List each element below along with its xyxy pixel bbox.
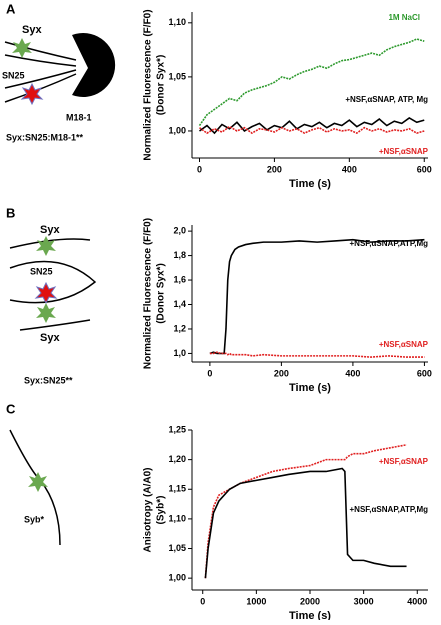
series-label: +NSF,αSNAP xyxy=(379,457,429,466)
schematic-c: C Syb* xyxy=(6,401,61,546)
x-axis-label: Time (s) xyxy=(289,382,331,394)
y-axis-label: Anisotropy (A/A0) xyxy=(143,468,154,553)
x-axis-label: Time (s) xyxy=(289,610,331,620)
schematic-a: A Syx SN25 M18-1 Syx:SN25:M18-1** xyxy=(2,1,116,142)
x-tick-label: 400 xyxy=(342,164,357,174)
y-axis-label: Normalized Fluorescence (F/F0) xyxy=(143,9,154,160)
schematic-b: B Syx SN25 Syx Syx:SN25** xyxy=(6,205,97,385)
label: Syx xyxy=(22,24,42,36)
x-tick-label: 2000 xyxy=(300,596,320,606)
donor-star xyxy=(36,303,56,323)
y-axis-label: (Syb*) xyxy=(156,496,167,525)
donor-star xyxy=(12,38,32,58)
x-tick-label: 400 xyxy=(345,368,360,378)
series-line xyxy=(209,238,425,355)
x-tick-label: 4000 xyxy=(407,596,427,606)
series-line xyxy=(204,444,407,579)
y-tick-label: 1,10 xyxy=(168,513,186,523)
m18-shape xyxy=(72,33,116,97)
y-tick-label: 1,8 xyxy=(173,250,186,260)
x-tick-label: 200 xyxy=(274,368,289,378)
y-tick-label: 2,0 xyxy=(173,225,186,235)
helices xyxy=(4,41,77,103)
series-line xyxy=(198,38,425,127)
y-tick-label: 1,4 xyxy=(173,299,186,309)
donor-star xyxy=(28,472,48,492)
panel-letter: C xyxy=(6,401,16,416)
series-line xyxy=(209,351,425,358)
series-line xyxy=(204,467,407,579)
x-tick-label: 0 xyxy=(207,368,212,378)
y-tick-label: 1,00 xyxy=(168,573,186,583)
series-label: +NSF,αSNAP, ATP, Mg xyxy=(345,95,428,104)
x-tick-label: 3000 xyxy=(354,596,374,606)
x-tick-label: 600 xyxy=(417,368,432,378)
y-axis-label: (Donor Syx*) xyxy=(156,55,167,116)
y-tick-label: 1,0 xyxy=(173,348,186,358)
acceptor-star xyxy=(34,281,58,305)
panel-letter: A xyxy=(6,1,16,16)
y-axis-label: Normalized Fluorescence (F/F0) xyxy=(143,218,154,369)
y-tick-label: 1,20 xyxy=(168,454,186,464)
y-tick-label: 1,05 xyxy=(168,71,186,81)
donor-star xyxy=(36,236,56,256)
label: SN25 xyxy=(2,70,25,80)
x-tick-label: 200 xyxy=(267,164,282,174)
series-label: +NSF,αSNAP,ATP,Mg xyxy=(350,239,429,248)
x-tick-label: 600 xyxy=(417,164,432,174)
label: Syx xyxy=(40,332,60,344)
series-label: +NSF,αSNAP,ATP,Mg xyxy=(350,505,429,514)
x-tick-label: 1000 xyxy=(246,596,266,606)
label: Syb* xyxy=(24,514,45,524)
y-tick-label: 1,6 xyxy=(173,274,186,284)
caption: Syx:SN25:M18-1** xyxy=(6,132,84,142)
y-tick-label: 1,15 xyxy=(168,484,186,494)
panel-letter: B xyxy=(6,205,15,220)
y-tick-label: 1,00 xyxy=(168,125,186,135)
label: Syx xyxy=(40,224,60,236)
acceptor-star xyxy=(20,82,44,106)
x-tick-label: 0 xyxy=(200,596,205,606)
y-tick-label: 1,25 xyxy=(168,424,186,434)
series-line xyxy=(199,125,425,135)
x-tick-label: 0 xyxy=(197,164,202,174)
y-axis-label: (Donor Syx*) xyxy=(156,263,167,324)
label: M18-1 xyxy=(66,112,92,122)
series-label: 1M NaCl xyxy=(388,13,420,22)
x-axis-label: Time (s) xyxy=(289,178,331,190)
y-tick-label: 1,2 xyxy=(173,323,186,333)
series-label: +NSF,αSNAP xyxy=(379,147,429,156)
helix xyxy=(9,429,61,546)
y-tick-label: 1,10 xyxy=(168,17,186,27)
label: SN25 xyxy=(30,266,53,276)
series-line xyxy=(199,117,425,135)
y-tick-label: 1,05 xyxy=(168,543,186,553)
caption: Syx:SN25** xyxy=(24,375,73,385)
series-label: +NSF,αSNAP xyxy=(379,340,429,349)
